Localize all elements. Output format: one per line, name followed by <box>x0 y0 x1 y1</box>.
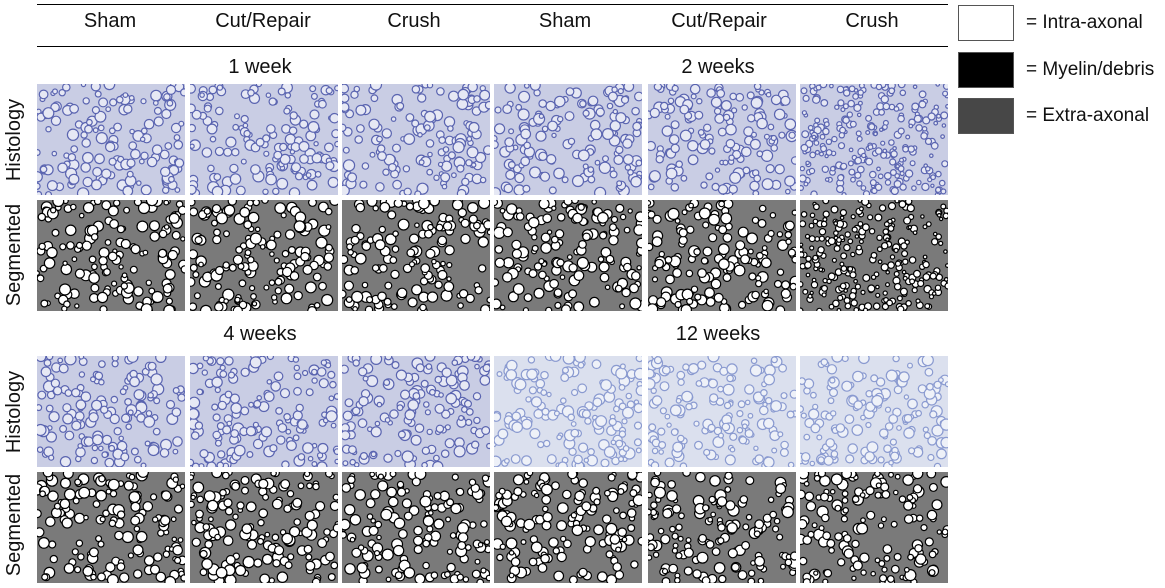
segmented-image-r1-c5 <box>800 200 948 311</box>
segmented-image-r3-c2 <box>342 472 490 583</box>
segmented-image-r1-c0 <box>37 200 185 311</box>
row-label-histology-top: Histology <box>3 98 25 182</box>
header-top-rule <box>37 4 948 5</box>
histology-image-r0-c2 <box>342 84 490 195</box>
row-label-histology-bottom: Histology <box>3 370 25 454</box>
legend-swatch-extra-axonal <box>958 98 1014 134</box>
period-label-12-weeks: 12 weeks <box>675 323 761 345</box>
segmented-image-r1-c2 <box>342 200 490 311</box>
legend-swatch-myelin-debris <box>958 52 1014 88</box>
period-label-2-weeks: 2 weeks <box>681 56 755 78</box>
histology-image-r0-c1 <box>190 84 338 195</box>
histology-image-r2-c0 <box>37 356 185 467</box>
segmented-image-r1-c3 <box>494 200 642 311</box>
histology-image-r2-c3 <box>494 356 642 467</box>
col-header-sham-left: Sham <box>83 10 137 32</box>
histology-image-r0-c4 <box>648 84 796 195</box>
histology-image-r0-c5 <box>800 84 948 195</box>
legend-label-intra-axonal: = Intra-axonal <box>1026 12 1143 33</box>
segmented-image-r3-c1 <box>190 472 338 583</box>
col-header-crush-right: Crush <box>845 10 899 32</box>
histology-image-r2-c1 <box>190 356 338 467</box>
period-label-4-weeks: 4 weeks <box>223 323 297 345</box>
legend-label-extra-axonal: = Extra-axonal <box>1026 105 1150 126</box>
period-label-1-week: 1 week <box>228 56 292 78</box>
segmented-image-r3-c3 <box>494 472 642 583</box>
col-header-cutrepair-left: Cut/Repair <box>215 10 311 32</box>
col-header-crush-left: Crush <box>387 10 441 32</box>
col-header-sham-right: Sham <box>538 10 592 32</box>
histology-image-r2-c4 <box>648 356 796 467</box>
segmented-image-r3-c0 <box>37 472 185 583</box>
segmented-image-r3-c5 <box>800 472 948 583</box>
histology-image-r2-c5 <box>800 356 948 467</box>
row-label-segmented-bottom: Segmented <box>3 473 25 577</box>
header-bottom-rule <box>37 46 948 47</box>
legend-swatch-intra-axonal <box>958 5 1014 41</box>
histology-image-r2-c2 <box>342 356 490 467</box>
histology-image-r0-c3 <box>494 84 642 195</box>
row-label-segmented-top: Segmented <box>3 203 25 307</box>
col-header-cutrepair-right: Cut/Repair <box>671 10 767 32</box>
histology-image-r0-c0 <box>37 84 185 195</box>
segmented-image-r3-c4 <box>648 472 796 583</box>
segmented-image-r1-c4 <box>648 200 796 311</box>
legend-label-myelin-debris: = Myelin/debris <box>1026 59 1155 80</box>
segmented-image-r1-c1 <box>190 200 338 311</box>
